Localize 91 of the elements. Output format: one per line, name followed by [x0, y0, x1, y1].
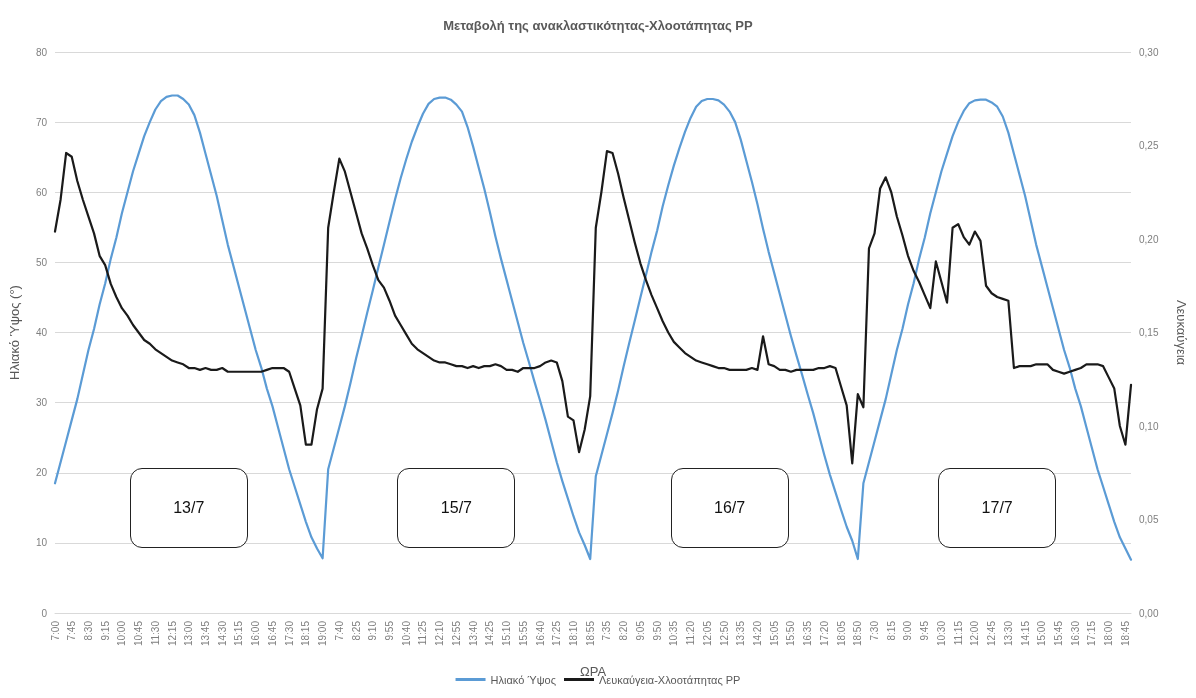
x-tick-label: 12:00: [969, 620, 981, 647]
x-tick-label: 7:35: [601, 620, 613, 641]
x-tick-label: 10:35: [668, 620, 680, 647]
x-tick-label: 14:20: [751, 620, 763, 647]
x-tick-label: 11:15: [952, 620, 964, 646]
y2-axis-title: Λευκαύγεια: [1174, 299, 1189, 366]
y2-tick-label: 0,10: [1139, 420, 1159, 432]
x-tick-label: 11:30: [149, 620, 161, 646]
x-tick-label: 15:50: [785, 620, 797, 647]
x-tick-label: 11:20: [685, 620, 697, 646]
x-tick-label: 19:00: [317, 620, 329, 647]
x-tick-label: 18:05: [835, 620, 847, 647]
x-tick-label: 7:40: [333, 620, 345, 641]
x-tick-label: 18:45: [1119, 620, 1131, 647]
y2-tick-label: 0,15: [1139, 327, 1159, 338]
y-tick-label: 30: [35, 397, 48, 409]
x-tick-label: 12:15: [166, 620, 178, 647]
x-tick-label: 12:45: [986, 620, 998, 647]
x-tick-label: 12:50: [718, 620, 730, 647]
y-tick-label: 70: [35, 116, 48, 128]
x-tick-label: 18:15: [300, 620, 312, 647]
x-tick-label: 7:30: [869, 620, 881, 641]
x-tick-label: 7:45: [66, 620, 78, 641]
x-tick-label: 13:00: [183, 620, 195, 647]
x-tick-label: 15:15: [233, 620, 245, 647]
y2-tick-label: 0,25: [1139, 140, 1159, 151]
y-tick-label: 10: [35, 537, 48, 549]
y2-tick-label: 0,05: [1139, 514, 1159, 525]
x-tick-label: 15:05: [768, 620, 780, 647]
x-tick-label: 14:25: [484, 620, 496, 647]
y2-tick-label: 0,20: [1139, 233, 1159, 245]
rounded-box: 15/7: [397, 468, 516, 548]
x-tick-label: 17:20: [818, 620, 830, 647]
x-tick-label: 14:15: [1019, 620, 1031, 647]
x-tick-label: 16:00: [250, 620, 262, 647]
line-series: [53, 94, 1133, 561]
x-tick-label: 12:05: [701, 620, 713, 647]
rounded-box: 13/7: [129, 468, 248, 548]
x-tick-label: 17:30: [283, 620, 295, 647]
chart-title: Μεταβολή της ανακλαστικότητας-Χλοοτάπητας PP: [443, 18, 754, 33]
x-tick-label: 10:30: [935, 620, 947, 647]
x-tick-label: 13:35: [735, 620, 747, 647]
x-tick-label: 18:55: [584, 620, 596, 647]
x-tick-label: 16:30: [1069, 620, 1081, 647]
y2-tick-label: 0,30: [1139, 46, 1159, 58]
legend-label: Ηλιακό Ύψος: [490, 673, 557, 686]
x-tick-label: 15:45: [1053, 620, 1065, 647]
y2-tick-label: 0,00: [1139, 607, 1159, 619]
x-tick-label: 8:15: [885, 620, 897, 641]
x-tick-label: 11:25: [417, 620, 429, 646]
x-tick-label: 17:15: [1086, 620, 1098, 647]
y-tick-label: 20: [35, 467, 48, 479]
x-tick-label: 15:55: [517, 620, 529, 647]
y-tick-label: 0: [41, 607, 48, 619]
x-tick-label: 16:40: [534, 620, 546, 647]
x-tick-label: 14:30: [216, 620, 228, 647]
rounded-box: 16/7: [670, 468, 789, 548]
y-tick-label: 60: [35, 186, 48, 198]
x-tick-label: 9:45: [919, 620, 931, 641]
x-tick-label: 7:00: [49, 620, 61, 641]
x-tick-label: 9:55: [384, 620, 396, 641]
x-tick-label: 8:20: [618, 620, 630, 641]
y-tick-label: 40: [35, 327, 48, 338]
x-tick-label: 9:50: [651, 620, 663, 641]
x-tick-label: 15:10: [501, 620, 513, 647]
x-tick-label: 8:25: [350, 620, 362, 641]
x-tick-label: 8:30: [82, 620, 94, 641]
x-tick-label: 16:35: [802, 620, 814, 647]
x-tick-label: 13:30: [1002, 620, 1014, 647]
x-tick-label: 16:45: [266, 620, 278, 647]
x-tick-label: 9:10: [367, 620, 379, 641]
x-tick-label: 12:10: [434, 620, 446, 647]
x-tick-label: 9:15: [99, 620, 111, 641]
x-tick-label: 10:00: [116, 620, 128, 647]
line-series: [53, 150, 1133, 465]
x-tick-label: 18:50: [852, 620, 864, 647]
x-tick-label: 13:45: [200, 620, 212, 647]
x-tick-label: 17:25: [551, 620, 563, 647]
x-tick-label: 10:45: [133, 620, 145, 647]
x-tick-label: 9:05: [634, 620, 646, 641]
x-tick-label: 13:40: [467, 620, 479, 647]
x-tick-label: 18:00: [1103, 620, 1115, 647]
x-tick-label: 15:00: [1036, 620, 1048, 647]
x-tick-label: 9:00: [902, 620, 914, 641]
x-tick-label: 18:10: [567, 620, 579, 647]
x-tick-label: 10:40: [400, 620, 412, 647]
rounded-box: 17/7: [938, 468, 1057, 548]
y-tick-label: 80: [35, 46, 48, 58]
x-tick-label: 12:55: [450, 620, 462, 647]
y-tick-label: 50: [35, 256, 48, 268]
y-axis-title: Ηλιακό Ύψος (°): [7, 285, 22, 380]
